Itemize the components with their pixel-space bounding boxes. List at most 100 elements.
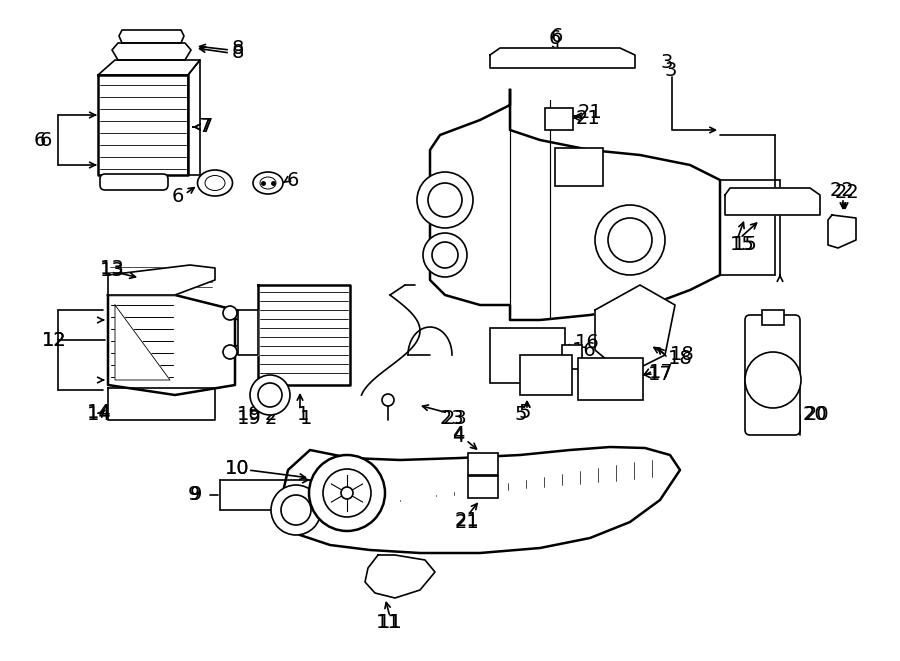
Circle shape bbox=[432, 242, 458, 268]
Text: 19: 19 bbox=[237, 408, 262, 428]
Bar bbox=[468, 476, 498, 498]
Polygon shape bbox=[280, 447, 680, 553]
Text: 23: 23 bbox=[440, 408, 464, 428]
Ellipse shape bbox=[260, 177, 276, 189]
Text: 12: 12 bbox=[42, 330, 67, 350]
Text: 5: 5 bbox=[515, 405, 527, 424]
Text: 20: 20 bbox=[805, 405, 830, 424]
Circle shape bbox=[271, 485, 321, 535]
Text: 6: 6 bbox=[287, 171, 300, 190]
Text: 3: 3 bbox=[660, 54, 672, 73]
Text: 9: 9 bbox=[188, 485, 201, 504]
Bar bbox=[762, 310, 784, 325]
Text: 6: 6 bbox=[40, 130, 52, 149]
Bar bbox=[545, 108, 573, 130]
Ellipse shape bbox=[253, 172, 283, 194]
Text: 13: 13 bbox=[100, 258, 125, 278]
Circle shape bbox=[417, 172, 473, 228]
Text: 3: 3 bbox=[665, 61, 678, 79]
Polygon shape bbox=[108, 295, 235, 395]
Text: 21: 21 bbox=[578, 104, 603, 122]
Text: 16: 16 bbox=[572, 340, 597, 360]
Polygon shape bbox=[490, 48, 635, 68]
Text: 11: 11 bbox=[378, 613, 402, 631]
Text: 22: 22 bbox=[830, 180, 855, 200]
Text: 19: 19 bbox=[237, 405, 262, 424]
Text: 23: 23 bbox=[443, 408, 468, 428]
Text: 18: 18 bbox=[670, 346, 695, 364]
Circle shape bbox=[608, 218, 652, 262]
Circle shape bbox=[428, 183, 462, 217]
Text: 21: 21 bbox=[576, 108, 601, 128]
Text: 2: 2 bbox=[265, 405, 277, 424]
Text: 4: 4 bbox=[452, 428, 464, 446]
Circle shape bbox=[223, 345, 237, 359]
Text: 5: 5 bbox=[518, 403, 530, 422]
Circle shape bbox=[323, 469, 371, 517]
Polygon shape bbox=[725, 188, 820, 215]
Polygon shape bbox=[828, 215, 856, 248]
Text: 6: 6 bbox=[551, 28, 563, 46]
Text: 7: 7 bbox=[200, 118, 212, 137]
Text: 1: 1 bbox=[300, 408, 312, 428]
Polygon shape bbox=[98, 75, 188, 175]
Circle shape bbox=[309, 455, 385, 531]
Polygon shape bbox=[112, 43, 191, 60]
Text: 10: 10 bbox=[225, 459, 249, 477]
Text: 21: 21 bbox=[455, 510, 480, 529]
Polygon shape bbox=[108, 388, 215, 420]
Text: 14: 14 bbox=[87, 405, 112, 424]
Circle shape bbox=[281, 495, 311, 525]
Text: 17: 17 bbox=[648, 366, 673, 385]
Polygon shape bbox=[258, 285, 350, 385]
Text: 14: 14 bbox=[87, 403, 112, 422]
Text: 7: 7 bbox=[198, 118, 211, 137]
Polygon shape bbox=[365, 555, 435, 598]
Bar bbox=[562, 345, 582, 369]
Bar bbox=[555, 148, 603, 186]
Text: 2: 2 bbox=[265, 408, 277, 428]
Text: 22: 22 bbox=[835, 182, 860, 202]
Circle shape bbox=[595, 205, 665, 275]
Circle shape bbox=[258, 383, 282, 407]
Text: 6: 6 bbox=[172, 186, 184, 206]
Text: 6: 6 bbox=[549, 28, 562, 48]
Polygon shape bbox=[430, 90, 720, 320]
Bar bbox=[468, 453, 498, 475]
Text: 11: 11 bbox=[375, 613, 401, 631]
Circle shape bbox=[341, 487, 353, 499]
FancyBboxPatch shape bbox=[745, 315, 800, 435]
Ellipse shape bbox=[197, 170, 232, 196]
Bar bbox=[578, 358, 643, 400]
Text: 12: 12 bbox=[42, 330, 67, 350]
Text: 16: 16 bbox=[575, 334, 599, 352]
Polygon shape bbox=[238, 310, 258, 355]
Text: 8: 8 bbox=[232, 44, 245, 63]
Text: 9: 9 bbox=[190, 485, 203, 504]
Text: 17: 17 bbox=[649, 362, 674, 381]
Ellipse shape bbox=[205, 176, 225, 190]
Text: 13: 13 bbox=[100, 260, 125, 280]
Polygon shape bbox=[108, 265, 215, 295]
Circle shape bbox=[250, 375, 290, 415]
Polygon shape bbox=[119, 30, 184, 43]
Bar bbox=[520, 355, 572, 395]
FancyBboxPatch shape bbox=[100, 174, 168, 190]
Text: 20: 20 bbox=[803, 405, 828, 424]
Circle shape bbox=[423, 233, 467, 277]
Circle shape bbox=[745, 352, 801, 408]
Text: 21: 21 bbox=[455, 512, 480, 531]
Text: 4: 4 bbox=[452, 426, 464, 444]
Text: 8: 8 bbox=[232, 38, 245, 58]
Circle shape bbox=[223, 306, 237, 320]
Text: 15: 15 bbox=[730, 235, 755, 254]
Circle shape bbox=[382, 394, 394, 406]
Text: 6: 6 bbox=[34, 130, 46, 149]
Polygon shape bbox=[188, 60, 200, 175]
Polygon shape bbox=[115, 305, 170, 380]
Polygon shape bbox=[98, 60, 200, 75]
Bar bbox=[490, 328, 565, 383]
Text: 1: 1 bbox=[297, 405, 310, 424]
Polygon shape bbox=[595, 285, 675, 375]
Text: 18: 18 bbox=[668, 348, 693, 368]
